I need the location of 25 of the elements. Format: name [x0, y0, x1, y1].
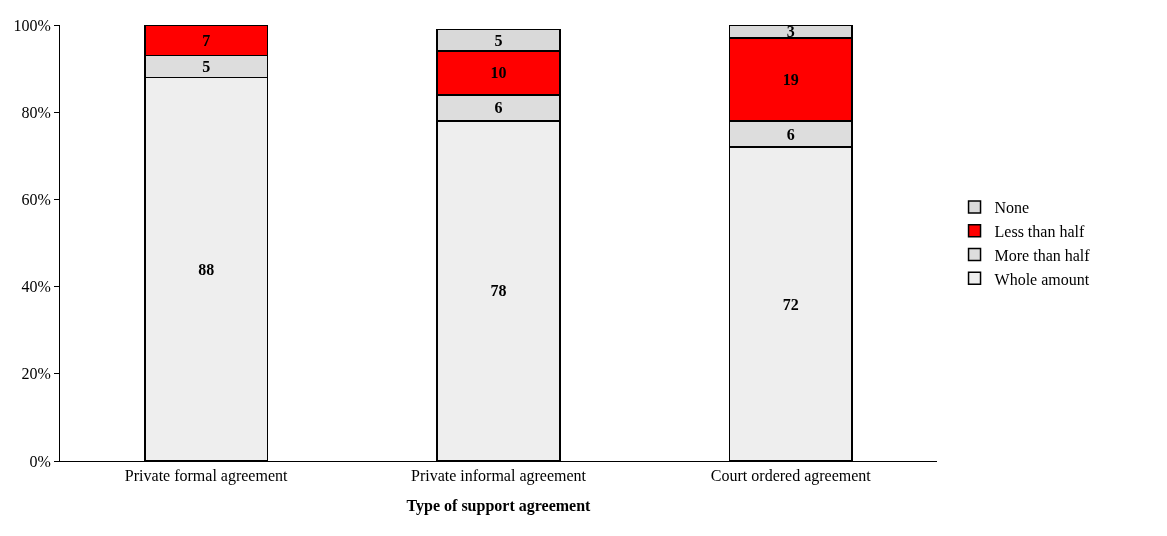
x-tick-label: Court ordered agreement [710, 467, 872, 486]
data-label: 5 [494, 31, 503, 49]
data-label: 6 [786, 125, 795, 143]
y-tick-label: 60% [21, 191, 51, 208]
data-label: 19 [782, 71, 799, 88]
data-label: 6 [494, 99, 503, 117]
data-label: 78 [490, 282, 507, 300]
data-label: 5 [202, 57, 211, 75]
data-label: 72 [782, 295, 799, 313]
data-label: 7 [202, 31, 211, 49]
data-label: 88 [198, 260, 215, 278]
y-tick-label: 20% [21, 365, 51, 383]
x-tick-label: Private informal agreement [410, 467, 587, 486]
y-tick-label: 40% [21, 278, 51, 296]
y-tick-label: 0% [29, 452, 51, 470]
y-tick-label: 100% [13, 16, 51, 34]
data-label: 10 [490, 64, 507, 82]
x-axis-title: Type of support agreement [406, 496, 592, 515]
legend-label: More than half [994, 246, 1091, 264]
x-tick-label: Private formal agreement [124, 467, 289, 486]
legend-label: Less than half [994, 222, 1085, 240]
y-tick-label: 80% [21, 103, 51, 121]
data-label: 3 [786, 23, 795, 41]
legend-label: None [994, 199, 1030, 217]
legend-label: Whole amount [994, 270, 1090, 288]
